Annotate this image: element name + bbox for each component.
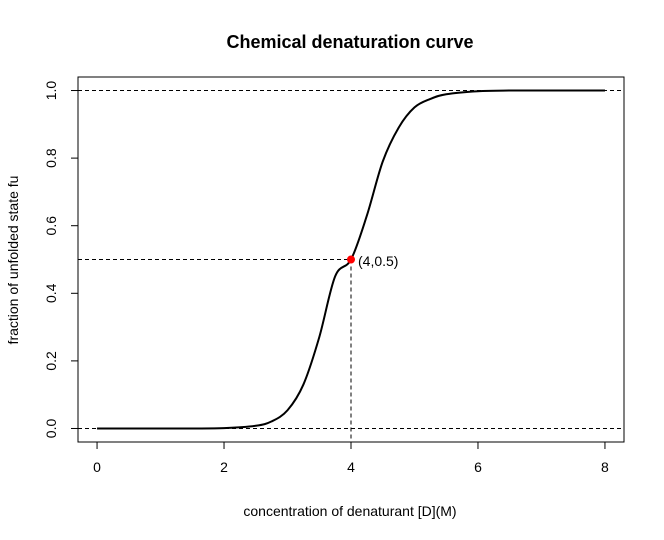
y-tick-label-4: 0.8 bbox=[43, 148, 59, 168]
chart-title: Chemical denaturation curve bbox=[226, 32, 473, 52]
y-tick-label-5: 1.0 bbox=[43, 81, 59, 101]
midpoint-label: (4,0.5) bbox=[358, 253, 398, 269]
x-axis-label: concentration of denaturant [D](M) bbox=[243, 503, 456, 519]
midpoint-point bbox=[347, 255, 355, 264]
x-tick-label-1: 2 bbox=[220, 459, 228, 475]
x-tick-label-2: 4 bbox=[347, 459, 355, 475]
y-tick-label-1: 0.2 bbox=[43, 351, 59, 371]
x-tick-label-3: 6 bbox=[474, 459, 482, 475]
y-tick-label-3: 0.6 bbox=[43, 216, 59, 236]
y-tick-label-0: 0.0 bbox=[43, 419, 59, 439]
y-axis-label: fraction of unfolded state fu bbox=[5, 176, 21, 345]
y-tick-label-2: 0.4 bbox=[43, 283, 59, 303]
plot-layer: 0 2 4 6 8 0.0 0.2 0.4 0.6 0.8 1.0 bbox=[43, 76, 625, 475]
x-tick-label-4: 8 bbox=[601, 459, 609, 475]
x-tick-label-0: 0 bbox=[93, 459, 101, 475]
